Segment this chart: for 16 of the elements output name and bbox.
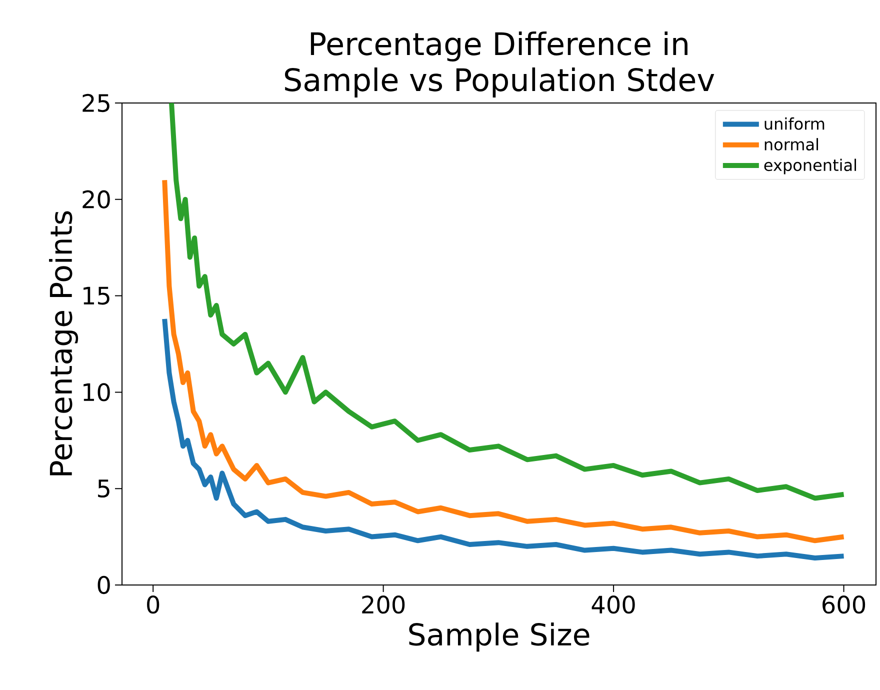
legend-label: normal [764, 138, 818, 150]
y-tick-label: 20 [82, 190, 110, 208]
legend-label: uniform [764, 117, 824, 130]
y-tick-label: 5 [98, 480, 110, 498]
x-axis-title: Sample Size [409, 622, 590, 652]
x-tick-label: 600 [822, 596, 866, 614]
y-tick-label: 25 [82, 94, 110, 112]
y-axis-title: Percentage Points [49, 211, 78, 476]
x-tick-label: 200 [362, 596, 405, 614]
y-tick-label: 10 [84, 383, 110, 402]
legend-label: exponential [764, 158, 856, 174]
x-tick-label: 400 [592, 596, 635, 614]
y-tick-label: 15 [84, 286, 110, 305]
x-tick-label: 0 [147, 596, 160, 614]
chart-title: Percentage Difference in Sample vs Population Stdev [284, 31, 714, 98]
y-tick-label: 0 [98, 576, 110, 594]
